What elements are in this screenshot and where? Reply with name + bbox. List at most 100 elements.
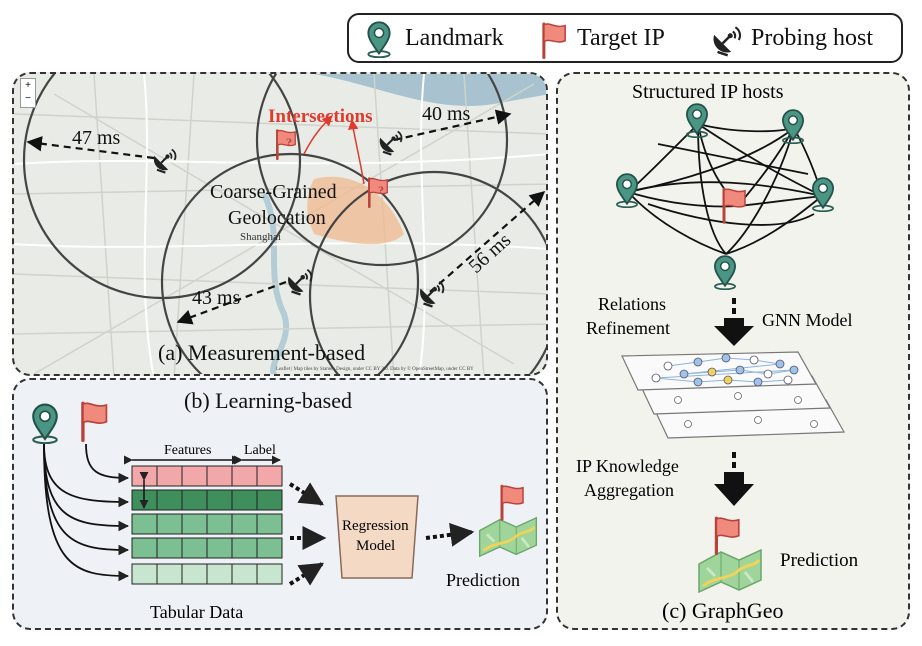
intersection-arrow: [347, 118, 365, 185]
table-cell: [231, 465, 258, 487]
landmark-icon: [713, 255, 737, 290]
satellite-dish-icon: [709, 23, 743, 57]
features-label: Features: [164, 443, 211, 458]
tabular-data: [131, 465, 283, 585]
prediction-label-b: Prediction: [446, 570, 520, 590]
prediction-label-c: Prediction: [780, 550, 859, 571]
table-cell: [181, 465, 208, 487]
probe-icon: [378, 130, 403, 156]
intersection-arrow: [303, 115, 333, 155]
gnn-node: [663, 361, 673, 371]
down-arrow: [714, 452, 754, 506]
gnn-node: [763, 369, 773, 379]
landmark-icon: [363, 20, 395, 58]
graphgeo-figure: Structured IP hosts: [576, 81, 859, 623]
legend-target-ip: Target IP: [577, 25, 665, 51]
gnn-node: [754, 416, 762, 424]
knowledge-label-1: IP Knowledge: [576, 456, 679, 476]
table-cell: [156, 489, 183, 511]
learning-panel: (b) Learning-based Features Label Tabula…: [12, 378, 548, 630]
gnn-node: [783, 375, 793, 385]
table-cell: [206, 537, 233, 559]
probe-icon: [286, 268, 313, 296]
panel-b-caption: (b) Learning-based: [184, 388, 352, 413]
map-city-label: Shanghai: [240, 231, 281, 243]
tabular-data-label: Tabular Data: [150, 602, 243, 622]
gnn-node: [651, 373, 661, 383]
gnn-node: [794, 396, 802, 404]
gnn-node: [734, 392, 742, 400]
graphgeo-panel: Structured IP hosts: [556, 72, 910, 630]
structured-title: Structured IP hosts: [632, 81, 784, 103]
table-cell: [231, 489, 258, 511]
zoom-in-button[interactable]: +: [25, 80, 31, 91]
table-cell: [156, 465, 183, 487]
regression-label-1: Regression: [342, 518, 409, 534]
gnn-node: [775, 359, 785, 369]
gnn-edge: [725, 357, 755, 361]
measurement-panel: ? ? Intersections Coarse-Grained Geoloca…: [12, 72, 548, 376]
table-cell: [206, 513, 233, 535]
gnn-node: [674, 396, 682, 404]
gnn-edge: [655, 377, 699, 383]
gnn-node: [735, 365, 745, 375]
regression-label-2: Model: [356, 538, 395, 554]
gnn-node: [693, 377, 703, 387]
rtt-label-43: 43 ms: [192, 287, 241, 309]
label-label: Label: [244, 443, 276, 458]
legend-probing-host: Probing host: [751, 25, 874, 51]
gnn-node: [749, 355, 759, 365]
table-cell: [131, 513, 158, 535]
map-figure: ? ? Intersections Coarse-Grained Geoloca…: [14, 74, 546, 374]
river-estuary: [314, 74, 546, 107]
table-cell: [231, 563, 258, 585]
gnn-edge: [697, 357, 727, 363]
panel-c-caption: (c) GraphGeo: [662, 598, 784, 623]
landmark-icon: [811, 177, 835, 212]
coarse-label-1: Coarse-Grained: [210, 181, 337, 203]
table-cell: [131, 537, 158, 559]
coarse-label-2: Geolocation: [228, 207, 326, 229]
table-cell: [231, 513, 258, 535]
gnn-node: [810, 420, 818, 428]
gnn-edge: [757, 379, 789, 383]
panel-a-caption: (a) Measurement-based: [158, 340, 366, 365]
gnn-node: [723, 375, 733, 385]
legend-landmark: Landmark: [405, 25, 504, 51]
table-cell: [256, 537, 283, 559]
flag-icon: [500, 484, 525, 521]
relations-label-2: Refinement: [586, 318, 670, 338]
gnn-label: GNN Model: [762, 310, 853, 330]
map-attribution: Leaflet | Map tiles by Stamen Design, un…: [276, 366, 474, 372]
table-cell: [156, 513, 183, 535]
table-cell: [181, 563, 208, 585]
flag-icon: [714, 516, 741, 556]
map-highways: [14, 74, 546, 374]
gnn-node: [679, 369, 689, 379]
intersections-label: Intersections: [268, 106, 372, 127]
table-cell: [256, 489, 283, 511]
table-cell: [181, 513, 208, 535]
gnn-node: [684, 420, 692, 428]
landmark-icon: [615, 173, 639, 208]
table-cell: [181, 489, 208, 511]
table-cell: [256, 563, 283, 585]
rtt-label-56: 56 ms: [465, 229, 516, 278]
range-line-47: [26, 136, 155, 160]
gnn-edge: [697, 379, 729, 383]
zoom-out-button[interactable]: −: [25, 93, 31, 104]
table-cell: [206, 563, 233, 585]
table-cell: [256, 513, 283, 535]
gnn-node: [693, 357, 703, 367]
zoom-control: + −: [20, 78, 36, 108]
landmark-icon: [685, 103, 709, 138]
gnn-edge: [667, 361, 699, 367]
gnn-edge: [711, 369, 741, 373]
gnn-node: [721, 353, 731, 363]
gnn-layers: [621, 351, 846, 439]
gnn-node: [707, 367, 717, 377]
legend: Landmark Target IP Probing host: [347, 13, 903, 63]
map-icon: [697, 548, 763, 594]
svg-text:?: ?: [286, 135, 292, 149]
range-circles: [22, 74, 546, 374]
